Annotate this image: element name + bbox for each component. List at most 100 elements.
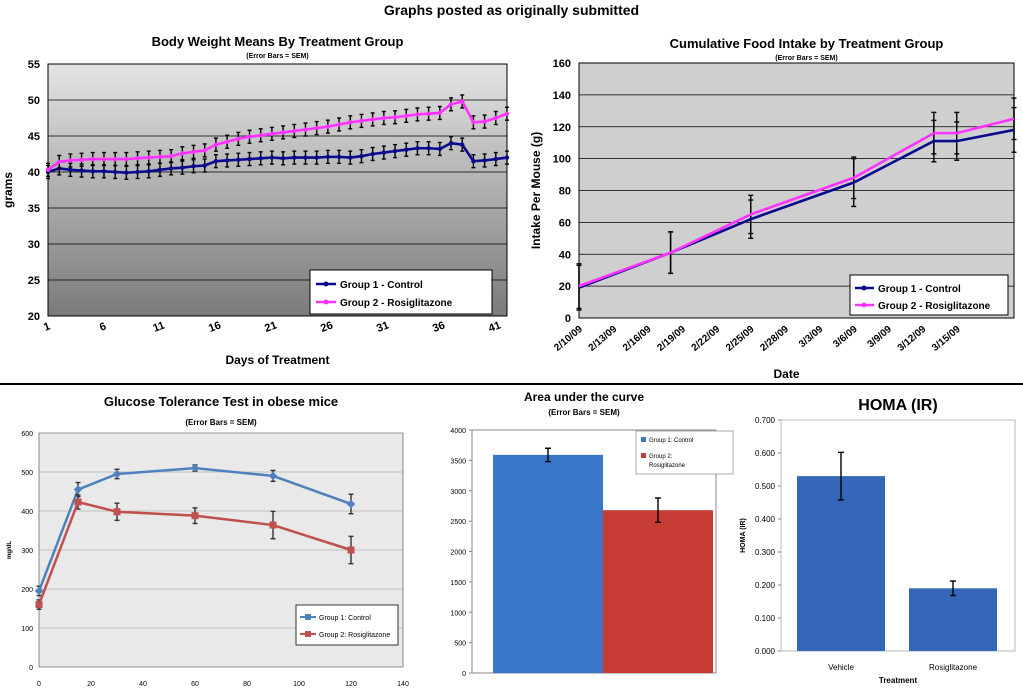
x-tick-label: 3/3/09 [797, 324, 826, 351]
data-point [426, 146, 431, 151]
x-tick-label: 11 [151, 320, 166, 335]
y-axis-label: HOMA (IR) [740, 518, 747, 553]
data-point [437, 146, 443, 152]
y-tick-label: 3500 [450, 458, 466, 465]
data-point [213, 159, 219, 164]
data-point [303, 155, 308, 160]
data-point [493, 156, 499, 162]
chart-title: Area under the curve [524, 390, 644, 404]
x-tick-label: 2/22/09 [690, 324, 723, 354]
legend [295, 604, 399, 646]
y-tick-label: 45 [28, 131, 40, 143]
chart-title: HOMA (IR) [858, 397, 937, 414]
legend [635, 430, 734, 475]
data-point [292, 128, 297, 134]
data-point [448, 141, 454, 146]
legend-label: Group 2: Rosiglitazone [319, 632, 390, 639]
data-point [348, 155, 353, 160]
x-tick-label: 1 [42, 320, 52, 333]
legend-label: Group 2 - Rosiglitazone [878, 301, 991, 312]
legend-marker [305, 631, 311, 637]
data-point [135, 169, 140, 175]
data-point [493, 115, 499, 121]
data-point [135, 156, 140, 161]
x-axis-label: Treatment [879, 676, 918, 685]
data-point [101, 156, 107, 162]
data-point [236, 136, 241, 142]
data-point [336, 122, 342, 127]
glucose-tolerance-chart: Glucose Tolerance Test in obese mice (Err… [7, 394, 409, 688]
chart-title: Body Weight Means By Treatment Group [152, 34, 404, 49]
y-tick-label: 100 [21, 626, 33, 633]
y-tick-label: 0.700 [755, 416, 776, 425]
data-point [202, 148, 207, 153]
data-point [292, 155, 297, 160]
data-point [314, 155, 319, 160]
y-tick-label: 30 [28, 239, 40, 251]
x-tick-label: 41 [487, 319, 503, 334]
data-point [180, 151, 185, 156]
legend-marker [323, 281, 329, 287]
x-tick-label: 2/19/09 [655, 324, 688, 354]
x-tick-label: 26 [319, 319, 335, 334]
data-point [370, 117, 375, 122]
legend [849, 274, 1009, 316]
bar-2 [909, 588, 997, 651]
chart-subtitle: (Error Bars = SEM) [246, 53, 308, 60]
y-tick-label: 50 [28, 95, 40, 107]
legend-label: Group 2: Rosiglitazone [649, 454, 686, 469]
legend-label: Group 2 - Rosiglitazone [340, 298, 453, 309]
data-point [247, 156, 252, 162]
series-line-2 [578, 117, 1015, 288]
legend-label: Group 1 - Control [878, 284, 961, 295]
data-point [112, 169, 118, 175]
data-point [482, 158, 487, 163]
x-tick-label: 3/6/09 [831, 324, 860, 351]
y-tick-label: 80 [559, 186, 571, 198]
data-point [359, 153, 364, 159]
data-point [34, 586, 44, 596]
x-tick-label: 3/9/09 [866, 324, 895, 351]
data-point [202, 163, 207, 168]
data-point [90, 156, 95, 162]
legend-label: Group 1 - Control [340, 280, 423, 291]
x-tick-label: 80 [243, 681, 251, 688]
data-point [213, 142, 219, 147]
y-tick-label: 300 [21, 548, 33, 555]
data-point [112, 469, 122, 479]
y-tick-label: 0.400 [755, 515, 776, 524]
y-tick-label: 4000 [450, 428, 466, 435]
data-point [79, 168, 84, 173]
data-point [325, 124, 331, 129]
data-point [180, 165, 185, 170]
x-tick-label: 140 [397, 681, 409, 688]
bar-1 [797, 476, 885, 651]
y-tick-label: 35 [28, 203, 40, 215]
x-tick-label: 6 [98, 320, 108, 333]
y-tick-label: 500 [454, 641, 466, 648]
legend-swatch [641, 437, 646, 442]
y-tick-label: 200 [21, 587, 33, 594]
x-tick-label: 2/10/09 [552, 324, 585, 354]
x-tick-label: 31 [375, 319, 391, 334]
y-tick-label: 500 [21, 470, 33, 477]
y-tick-label: 25 [28, 275, 40, 287]
x-tick-label: 100 [293, 681, 305, 688]
data-point [336, 154, 342, 160]
legend-label: Group 1: Control [649, 438, 693, 444]
chart-subtitle: (Error Bars = SEM) [775, 55, 837, 62]
y-tick-label: 160 [553, 58, 571, 70]
legend [309, 269, 493, 315]
data-point [45, 167, 51, 173]
y-tick-label: 55 [28, 59, 40, 71]
x-tick-label: Vehicle [828, 663, 854, 672]
data-point [471, 120, 476, 125]
chart-title: Cumulative Food Intake by Treatment Grou… [670, 36, 944, 51]
y-tick-label: 3000 [450, 489, 466, 496]
legend-swatch [641, 453, 646, 458]
data-point [359, 118, 364, 124]
data-point [426, 111, 431, 116]
x-tick-label: Rosiglitazone [929, 663, 978, 672]
y-tick-label: 40 [559, 249, 571, 261]
data-point [90, 169, 95, 174]
